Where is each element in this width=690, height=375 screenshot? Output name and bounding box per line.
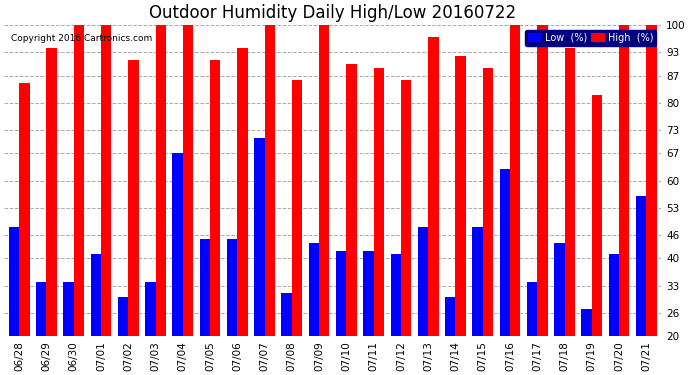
Bar	[455, 56, 466, 336]
Bar	[210, 60, 220, 336]
Bar	[473, 227, 483, 336]
Bar	[282, 293, 292, 336]
Bar	[36, 282, 46, 336]
Bar	[254, 138, 264, 336]
Bar	[19, 83, 30, 336]
Bar	[155, 25, 166, 336]
Bar	[428, 37, 439, 336]
Bar	[292, 80, 302, 336]
Bar	[319, 25, 330, 336]
Title: Outdoor Humidity Daily High/Low 20160722: Outdoor Humidity Daily High/Low 20160722	[149, 4, 516, 22]
Bar	[647, 25, 657, 336]
Bar	[619, 25, 629, 336]
Bar	[636, 196, 647, 336]
Bar	[418, 227, 428, 336]
Bar	[264, 25, 275, 336]
Bar	[609, 255, 619, 336]
Bar	[183, 25, 193, 336]
Bar	[527, 282, 538, 336]
Bar	[101, 25, 111, 336]
Bar	[145, 282, 155, 336]
Bar	[227, 239, 237, 336]
Text: Copyright 2016 Cartronics.com: Copyright 2016 Cartronics.com	[11, 34, 152, 44]
Bar	[364, 251, 374, 336]
Bar	[118, 297, 128, 336]
Bar	[582, 309, 592, 336]
Bar	[308, 243, 319, 336]
Bar	[374, 68, 384, 336]
Bar	[74, 25, 84, 336]
Bar	[199, 239, 210, 336]
Bar	[500, 169, 510, 336]
Bar	[336, 251, 346, 336]
Bar	[9, 227, 19, 336]
Bar	[510, 25, 520, 336]
Bar	[128, 60, 139, 336]
Legend: Low  (%), High  (%): Low (%), High (%)	[525, 30, 656, 46]
Bar	[237, 48, 248, 336]
Bar	[401, 80, 411, 336]
Bar	[564, 48, 575, 336]
Bar	[346, 64, 357, 336]
Bar	[172, 153, 183, 336]
Bar	[90, 255, 101, 336]
Bar	[445, 297, 455, 336]
Bar	[391, 255, 401, 336]
Bar	[63, 282, 74, 336]
Bar	[538, 25, 548, 336]
Bar	[592, 95, 602, 336]
Bar	[554, 243, 564, 336]
Bar	[483, 68, 493, 336]
Bar	[46, 48, 57, 336]
